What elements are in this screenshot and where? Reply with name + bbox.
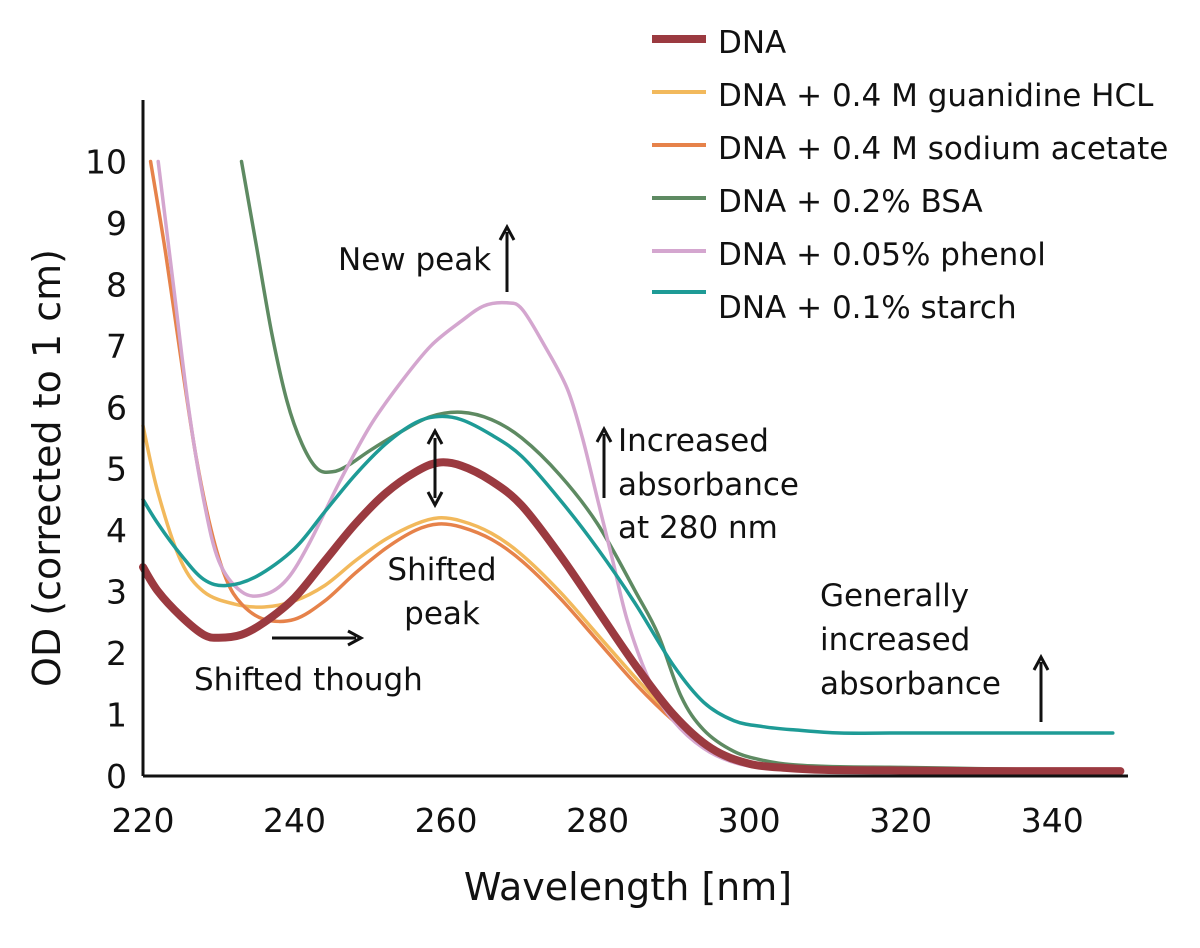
legend-label-0: DNA [718, 25, 786, 61]
y-tick-label: 9 [106, 204, 127, 243]
y-tick-label: 6 [106, 388, 127, 427]
y-tick-labels: 0 1 2 3 4 5 6 7 8 9 10 [85, 142, 127, 796]
annotations: New peak Increased absorbance at 280 nm … [194, 223, 1050, 722]
x-tick-label: 260 [415, 801, 478, 840]
x-tick-label: 280 [566, 801, 629, 840]
series-layer [139, 159, 1125, 776]
axes [141, 100, 1128, 778]
double-arrow-peak-icon [426, 427, 444, 509]
annotation-increased-3: at 280 nm [618, 510, 778, 546]
x-tick-label: 320 [869, 801, 932, 840]
x-tick-label: 220 [112, 801, 175, 840]
x-tick-labels: 220 240 260 280 300 320 340 [112, 801, 1084, 840]
legend: DNA DNA + 0.4 M guanidine HCL DNA + 0.4 M … [652, 25, 1168, 326]
x-tick-label: 240 [263, 801, 326, 840]
y-axis-title: OD (corrected to 1 cm) [25, 249, 69, 687]
series-line-5 [141, 414, 1115, 735]
x-axis-title: Wavelength [nm] [464, 865, 792, 909]
y-tick-label: 3 [106, 573, 127, 612]
annotation-increased-2: absorbance [618, 467, 799, 503]
annotation-shifted-peak-1: Shifted [387, 552, 496, 588]
annotation-shifted-peak-2: peak [404, 596, 480, 632]
annotation-generally-2: increased [820, 622, 970, 658]
y-tick-label: 7 [106, 327, 127, 366]
legend-label-4: DNA + 0.05% phenol [718, 237, 1046, 273]
series-line-0 [139, 458, 1125, 776]
y-tick-label: 10 [85, 142, 127, 181]
legend-label-2: DNA + 0.4 M sodium acetate [718, 131, 1168, 167]
y-tick-label: 0 [106, 757, 127, 796]
legend-label-3: DNA + 0.2% BSA [718, 184, 983, 220]
arrow-up-general-icon [1032, 653, 1050, 722]
y-tick-label: 4 [106, 511, 127, 550]
y-tick-label: 8 [106, 265, 127, 304]
arrow-up-new-peak-icon [498, 223, 516, 292]
legend-label-5: DNA + 0.1% starch [718, 290, 1017, 326]
legend-label-1: DNA + 0.4 M guanidine HCL [718, 78, 1154, 114]
annotation-new-peak: New peak [338, 242, 491, 278]
y-tick-label: 1 [106, 696, 127, 735]
annotation-shifted-though: Shifted though [194, 662, 423, 698]
arrow-right-shift-icon [272, 629, 365, 647]
annotation-generally-1: Generally [820, 578, 969, 614]
annotation-generally-3: absorbance [820, 666, 1001, 702]
arrow-up-280-icon [595, 425, 613, 498]
y-tick-label: 5 [106, 450, 127, 489]
x-tick-label: 300 [718, 801, 781, 840]
x-tick-label: 340 [1021, 801, 1084, 840]
y-tick-label: 2 [106, 634, 127, 673]
annotation-increased-1: Increased [618, 423, 769, 459]
